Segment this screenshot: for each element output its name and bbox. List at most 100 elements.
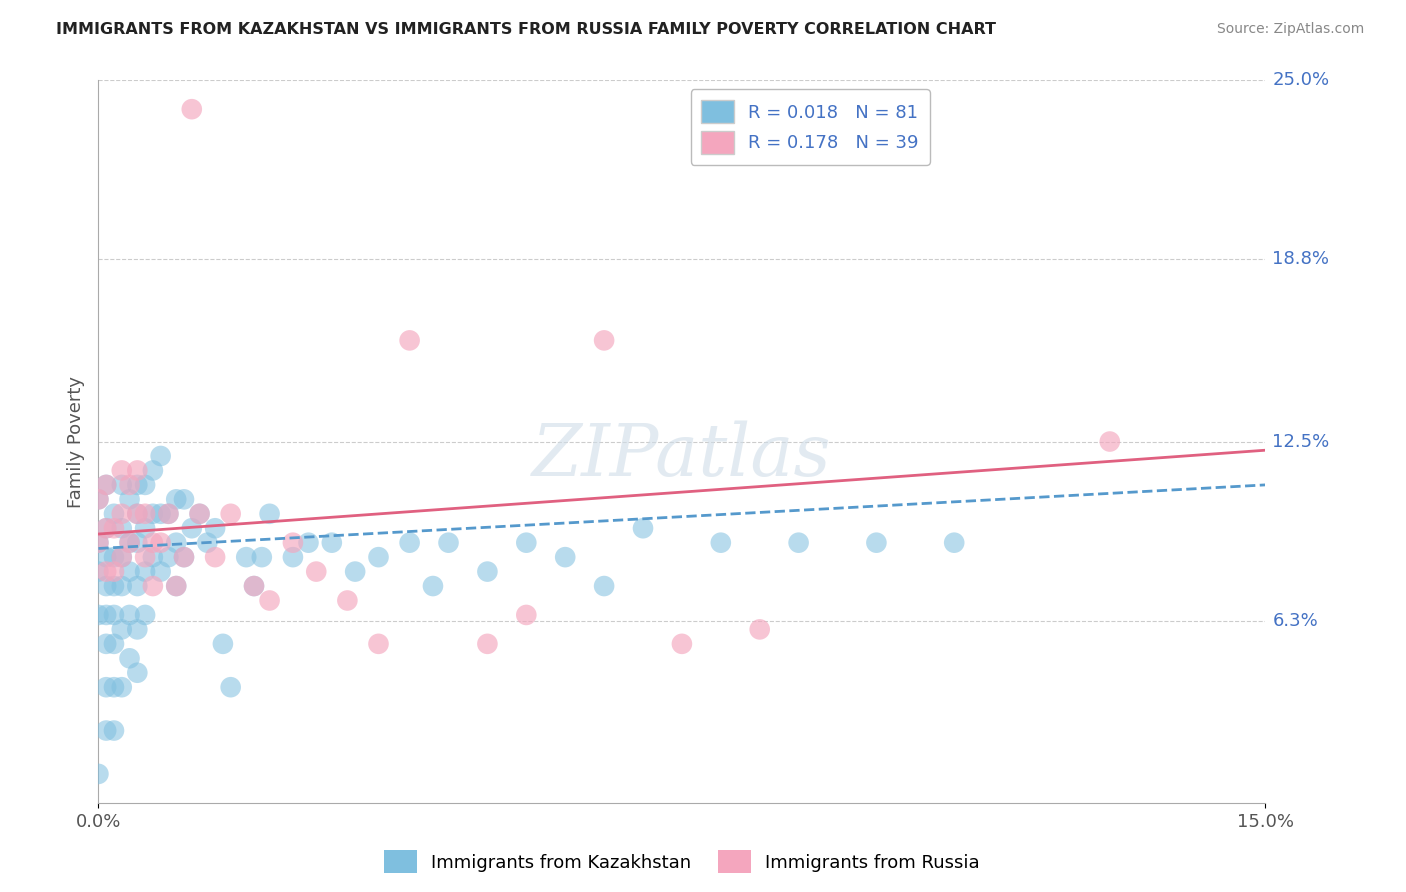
Text: 25.0%: 25.0% — [1272, 71, 1330, 89]
Text: IMMIGRANTS FROM KAZAKHSTAN VS IMMIGRANTS FROM RUSSIA FAMILY POVERTY CORRELATION : IMMIGRANTS FROM KAZAKHSTAN VS IMMIGRANTS… — [56, 22, 997, 37]
Text: 12.5%: 12.5% — [1272, 433, 1330, 450]
Point — [96, 607, 118, 622]
Point — [554, 550, 576, 565]
Point — [149, 565, 172, 579]
Point — [1098, 434, 1121, 449]
Point — [515, 607, 537, 622]
Point — [188, 507, 211, 521]
Point — [127, 535, 149, 549]
Point — [281, 535, 304, 549]
Point — [118, 607, 141, 622]
Point — [96, 723, 118, 738]
Point — [631, 521, 654, 535]
Point — [96, 579, 118, 593]
Point — [398, 334, 420, 348]
Point — [398, 535, 420, 549]
Point — [111, 521, 134, 535]
Point — [96, 478, 118, 492]
Point — [212, 637, 235, 651]
Point — [142, 550, 165, 565]
Point — [219, 680, 242, 694]
Point — [111, 507, 134, 521]
Point — [96, 478, 118, 492]
Point — [943, 535, 966, 549]
Point — [235, 550, 257, 565]
Point — [180, 102, 202, 116]
Point — [127, 665, 149, 680]
Point — [103, 579, 125, 593]
Point — [157, 507, 180, 521]
Point — [103, 723, 125, 738]
Point — [118, 565, 141, 579]
Point — [134, 507, 156, 521]
Point — [134, 478, 156, 492]
Point — [367, 637, 389, 651]
Point — [165, 579, 187, 593]
Point — [157, 550, 180, 565]
Point — [134, 565, 156, 579]
Point — [127, 507, 149, 521]
Point — [243, 579, 266, 593]
Point — [173, 550, 195, 565]
Point — [103, 565, 125, 579]
Point — [259, 593, 281, 607]
Point — [103, 550, 125, 565]
Point — [142, 579, 165, 593]
Point — [204, 521, 226, 535]
Point — [593, 579, 616, 593]
Point — [710, 535, 733, 549]
Point — [127, 579, 149, 593]
Point — [118, 492, 141, 507]
Point — [477, 565, 499, 579]
Point — [748, 623, 770, 637]
Point — [103, 637, 125, 651]
Point — [477, 637, 499, 651]
Point — [118, 535, 141, 549]
Point — [118, 478, 141, 492]
Point — [96, 680, 118, 694]
Point — [250, 550, 273, 565]
Point — [103, 680, 125, 694]
Point — [149, 535, 172, 549]
Point — [671, 637, 693, 651]
Point — [87, 535, 110, 549]
Point — [204, 550, 226, 565]
Point — [87, 535, 110, 549]
Y-axis label: Family Poverty: Family Poverty — [66, 376, 84, 508]
Point — [165, 492, 187, 507]
Point — [96, 550, 118, 565]
Point — [96, 521, 118, 535]
Point — [142, 463, 165, 477]
Point — [127, 463, 149, 477]
Point — [87, 607, 110, 622]
Point — [515, 535, 537, 549]
Point — [87, 767, 110, 781]
Point — [336, 593, 359, 607]
Point — [111, 579, 134, 593]
Point — [103, 521, 125, 535]
Point — [111, 550, 134, 565]
Point — [127, 507, 149, 521]
Point — [173, 492, 195, 507]
Point — [111, 623, 134, 637]
Point — [87, 492, 110, 507]
Point — [96, 637, 118, 651]
Text: ZIPatlas: ZIPatlas — [531, 421, 832, 491]
Text: 6.3%: 6.3% — [1272, 612, 1317, 630]
Point — [243, 579, 266, 593]
Point — [259, 507, 281, 521]
Point — [165, 579, 187, 593]
Point — [437, 535, 460, 549]
Point — [593, 334, 616, 348]
Point — [134, 550, 156, 565]
Point — [103, 507, 125, 521]
Point — [87, 565, 110, 579]
Point — [157, 507, 180, 521]
Point — [865, 535, 887, 549]
Point — [188, 507, 211, 521]
Point — [321, 535, 343, 549]
Point — [149, 507, 172, 521]
Point — [367, 550, 389, 565]
Point — [134, 521, 156, 535]
Point — [149, 449, 172, 463]
